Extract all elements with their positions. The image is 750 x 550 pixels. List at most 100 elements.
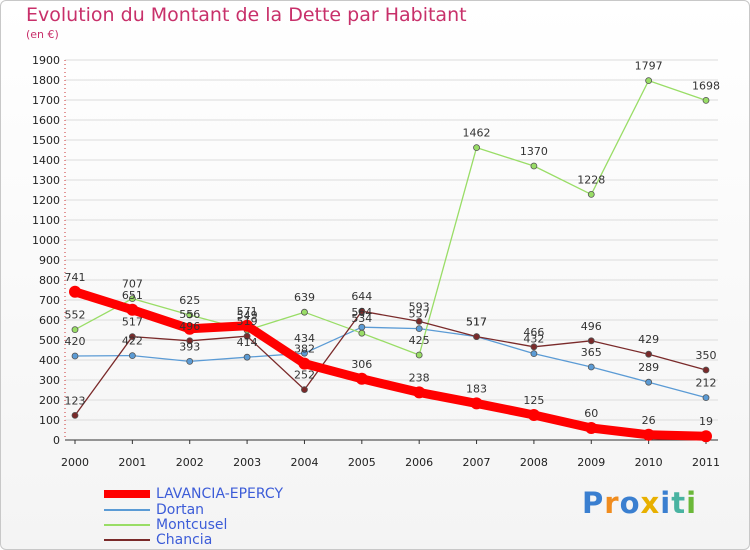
- data-label-montcusel-2011: 1698: [692, 79, 720, 92]
- y-tick-label-1200: 1200: [32, 194, 60, 207]
- data-label-dortan-2008: 432: [523, 333, 544, 346]
- data-label-chancia-2002: 496: [179, 320, 200, 333]
- data-label-montcusel-2000: 552: [65, 309, 86, 322]
- legend-swatch-chancia: [104, 539, 150, 541]
- data-label-chancia-2006: 593: [409, 300, 430, 313]
- logo-letter: t: [671, 486, 687, 520]
- logo-letter: o: [619, 486, 641, 520]
- data-label-dortan-2002: 393: [179, 340, 200, 353]
- point-chancia-2005: [358, 307, 366, 315]
- point-chancia-2000: [71, 411, 79, 419]
- point-montcusel-2006: [415, 351, 423, 359]
- data-label-chancia-2005: 644: [351, 290, 372, 303]
- point-lavancia-epercy-2008: [527, 409, 540, 421]
- x-tick-label-2008: 2008: [520, 456, 548, 469]
- y-tick-label-600: 600: [39, 314, 60, 327]
- point-dortan-2004: [301, 349, 308, 357]
- y-tick-label-1300: 1300: [32, 174, 60, 187]
- point-lavancia-epercy-2007: [470, 397, 483, 410]
- x-tick-label-2000: 2000: [61, 456, 89, 469]
- point-montcusel-2000: [71, 326, 79, 334]
- point-dortan-2001: [128, 352, 136, 360]
- logo-letter: i: [660, 486, 672, 520]
- data-label-dortan-2007: 517: [466, 316, 487, 329]
- data-label-dortan-2005: 564: [351, 306, 372, 319]
- data-label-montcusel-2003: 549: [237, 309, 258, 322]
- point-montcusel-2004: [301, 308, 308, 316]
- point-dortan-2003: [243, 353, 251, 361]
- data-label-dortan-2001: 422: [122, 335, 143, 348]
- data-label-montcusel-2009: 1228: [577, 173, 605, 186]
- point-chancia-2001: [128, 333, 136, 341]
- point-lavancia-epercy-2006: [413, 386, 426, 399]
- y-tick-label-900: 900: [39, 254, 60, 267]
- point-montcusel-2001: [128, 295, 136, 303]
- logo-letter: P: [582, 486, 605, 520]
- legend-swatch-lavancia: [104, 490, 150, 498]
- point-dortan-2011: [702, 394, 710, 402]
- data-label-lavancia-epercy-2010: 26: [642, 414, 656, 427]
- point-lavancia-epercy-2004: [298, 357, 311, 370]
- point-chancia-2002: [186, 337, 194, 345]
- data-label-chancia-2000: 123: [65, 394, 86, 407]
- point-dortan-2009: [587, 363, 595, 371]
- point-lavancia-epercy-2003: [241, 319, 254, 332]
- y-tick-label-400: 400: [39, 354, 60, 367]
- logo-letter: x: [640, 486, 661, 520]
- data-label-lavancia-epercy-2001: 651: [122, 289, 143, 302]
- legend-label-chancia: Chancia: [156, 532, 213, 548]
- y-tick-label-1800: 1800: [32, 74, 60, 87]
- data-label-montcusel-2008: 1370: [520, 145, 548, 158]
- legend-label-dortan: Dortan: [156, 502, 205, 518]
- point-dortan-2000: [71, 352, 79, 360]
- data-label-lavancia-epercy-2008: 125: [523, 394, 544, 407]
- data-label-montcusel-2001: 707: [122, 278, 143, 291]
- data-label-montcusel-2006: 425: [409, 334, 430, 347]
- data-label-chancia-2009: 496: [581, 320, 602, 333]
- data-labels: 420 422 393 414 434 564 557 517 432 365 289 212 552 7…: [65, 60, 721, 429]
- proxiti-logo: Proxiti: [582, 486, 697, 520]
- data-label-chancia-2011: 350: [696, 349, 717, 362]
- y-tick-label-300: 300: [39, 374, 60, 387]
- point-lavancia-epercy-2001: [126, 303, 139, 316]
- point-chancia-2008: [530, 343, 538, 351]
- data-label-dortan-2010: 289: [638, 361, 659, 374]
- point-dortan-2002: [186, 357, 194, 365]
- data-label-montcusel-2007: 1462: [463, 127, 491, 140]
- point-montcusel-2008: [530, 162, 538, 170]
- data-label-lavancia-epercy-2000: 741: [65, 271, 86, 284]
- point-lavancia-epercy-2005: [355, 372, 368, 385]
- y-tick-label-500: 500: [39, 334, 60, 347]
- x-tick-label-2002: 2002: [176, 456, 204, 469]
- point-montcusel-2002: [186, 311, 194, 319]
- point-chancia-2011: [702, 366, 710, 374]
- series-line-dortan: [74, 326, 707, 399]
- data-label-lavancia-epercy-2011: 19: [699, 415, 713, 428]
- point-montcusel-2005: [358, 329, 366, 337]
- data-label-montcusel-2002: 625: [179, 294, 200, 307]
- y-tick-label-200: 200: [39, 394, 60, 407]
- point-montcusel-2007: [473, 144, 480, 152]
- x-tick-label-2004: 2004: [290, 456, 318, 469]
- data-label-chancia-2010: 429: [638, 333, 659, 346]
- series-line-chancia: [74, 310, 707, 417]
- y-tick-label-1600: 1600: [32, 114, 60, 127]
- x-tick-label-2006: 2006: [405, 456, 433, 469]
- data-label-chancia-2007: 517: [466, 316, 487, 329]
- data-label-montcusel-2004: 639: [294, 291, 315, 304]
- y-tick-label-1700: 1700: [32, 94, 60, 107]
- data-label-lavancia-epercy-2005: 306: [351, 358, 372, 371]
- y-tick-label-1900: 1900: [32, 54, 60, 67]
- point-lavancia-epercy-2000: [69, 285, 81, 298]
- x-tick-label-2009: 2009: [577, 456, 605, 469]
- x-tick-label-2001: 2001: [118, 456, 146, 469]
- y-tick-label-0: 0: [53, 434, 60, 447]
- point-chancia-2009: [587, 337, 595, 345]
- data-label-lavancia-epercy-2002: 556: [179, 308, 200, 321]
- x-tick-label-2007: 2007: [463, 456, 491, 469]
- legend-label-lavancia: LAVANCIA-EPERCY: [156, 486, 284, 502]
- data-label-dortan-2004: 434: [294, 332, 315, 345]
- data-label-chancia-2008: 466: [523, 326, 544, 339]
- legend-swatch-dortan: [104, 509, 150, 511]
